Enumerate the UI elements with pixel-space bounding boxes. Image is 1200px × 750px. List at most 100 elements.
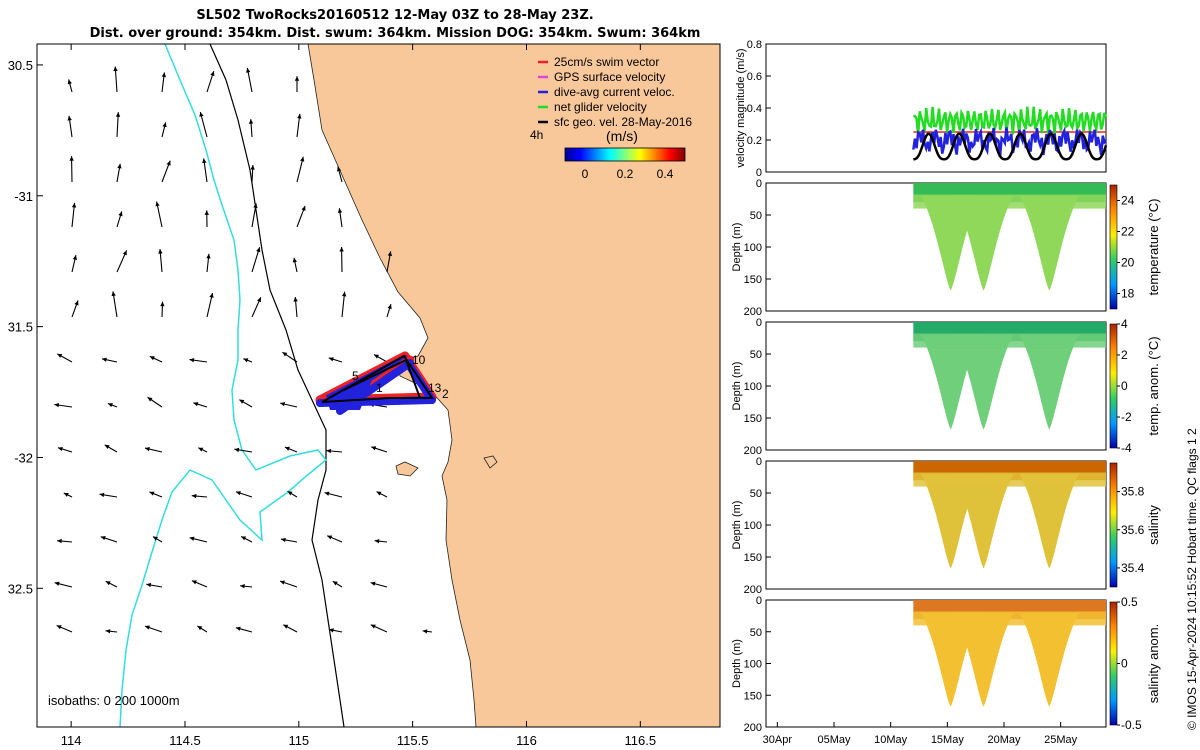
map-x-tick-label: 116 xyxy=(516,733,537,748)
geo-arrow-head xyxy=(376,491,382,496)
colorbar-tick-label: 0 xyxy=(1121,379,1128,393)
legend-entry: 25cm/s swim vector xyxy=(554,55,659,69)
section-ylabel: Depth (m) xyxy=(731,223,743,272)
geo-arrow-head xyxy=(189,358,195,363)
isobath-200m xyxy=(209,43,345,728)
geo-track-line xyxy=(321,354,434,403)
geo-arrow-head xyxy=(104,444,110,450)
section-y-tick-label: 50 xyxy=(750,349,762,361)
geo-arrow-head xyxy=(204,210,209,215)
waypoint-label: 1 xyxy=(376,381,383,395)
map-y-tick-label: 31.5 xyxy=(8,320,33,335)
section-colorbar xyxy=(1109,462,1118,588)
colorbar-title: salinity xyxy=(1146,505,1161,545)
geo-arrow-head xyxy=(71,202,77,208)
geo-arrow-head xyxy=(206,253,211,259)
geo-arrow-head xyxy=(336,166,342,172)
section-y-tick-label: 50 xyxy=(750,210,762,222)
geo-arrow-head xyxy=(374,539,380,544)
geo-arrow-head xyxy=(328,357,334,362)
section-y-tick-label: 150 xyxy=(744,274,762,286)
geo-arrow-head xyxy=(281,537,286,543)
colorbar-tick-label: 35.6 xyxy=(1121,523,1145,537)
geo-arrow-head xyxy=(339,247,344,252)
section-mixed-layer xyxy=(913,333,1106,348)
speed-colorbar xyxy=(564,147,686,162)
legend-entry: net glider velocity xyxy=(554,100,647,114)
geo-arrow-head xyxy=(387,251,393,257)
section-y-tick-label: 200 xyxy=(744,445,762,457)
geo-arrow-head xyxy=(324,491,330,496)
velocity-y-tick-label: 0 xyxy=(756,167,762,179)
island-garden xyxy=(483,455,498,469)
geo-arrow-head xyxy=(162,122,167,128)
section-dive-profile xyxy=(1019,473,1080,569)
geo-arrow-head xyxy=(199,111,204,117)
velocity-y-tick-label: 0.2 xyxy=(747,135,762,147)
colorbar-tick-label: 2 xyxy=(1121,348,1128,362)
geo-arrow-head xyxy=(327,535,333,540)
section-mixed-layer xyxy=(913,472,1106,487)
geo-arrow-head xyxy=(370,581,376,586)
geo-arrow-head xyxy=(294,76,300,81)
geo-arrow-head xyxy=(57,538,62,544)
geo-arrow-head xyxy=(113,66,118,72)
waypoint-label: 5 xyxy=(352,369,359,383)
geo-arrow-head xyxy=(342,291,347,297)
geo-arrow-head xyxy=(210,71,215,77)
section-mixed-layer xyxy=(913,194,1106,209)
map-axes-frame xyxy=(36,43,721,728)
geo-arrow-head xyxy=(256,297,261,303)
geo-arrow-head xyxy=(301,205,306,211)
time-x-tick-label: 05May xyxy=(817,734,851,746)
section-y-tick-label: 100 xyxy=(744,520,762,532)
geo-arrow-head xyxy=(387,304,392,310)
colorbar-tick-label: 35.8 xyxy=(1121,485,1145,499)
geo-arrow-head xyxy=(297,113,302,119)
geo-arrow-head xyxy=(155,201,160,207)
waypoint-label: 2 xyxy=(442,387,449,401)
geo-arrow-head xyxy=(161,72,167,78)
map-y-tick-label: 30.5 xyxy=(8,58,33,73)
section-y-tick-label: 100 xyxy=(744,242,762,254)
colorbar-tick-label: -0.5 xyxy=(1121,718,1142,732)
geo-arrow-head xyxy=(101,357,107,362)
geo-arrow-head xyxy=(193,402,199,407)
geo-arrow-head xyxy=(191,493,197,499)
section-y-tick-label: 0 xyxy=(756,456,762,468)
map-x-tick-label: 114 xyxy=(61,733,82,748)
geo-arrow-head xyxy=(253,203,258,209)
geo-arrow-head xyxy=(279,580,285,585)
geo-arrow-head xyxy=(54,402,60,408)
section-y-tick-label: 150 xyxy=(744,413,762,425)
section-colorbar xyxy=(1109,601,1118,726)
map-x-tick-label: 115.5 xyxy=(397,733,429,748)
geo-track-line-2 xyxy=(343,358,421,399)
geo-arrow-head xyxy=(235,626,241,631)
geo-arrow-head xyxy=(149,356,155,361)
geo-arrow-head xyxy=(209,292,214,298)
colorbar-tick-label: 24 xyxy=(1121,194,1135,208)
section-dive-profile xyxy=(953,195,1014,291)
geo-arrow-head xyxy=(287,491,293,496)
section-colorbar xyxy=(1109,184,1118,310)
legend-note: 4h xyxy=(530,128,543,142)
section-colorbar xyxy=(1109,323,1118,449)
geo-arrow-head xyxy=(158,249,163,254)
geo-arrow-head xyxy=(189,536,195,541)
colorbar-tick-label: 0.5 xyxy=(1121,595,1138,609)
time-x-tick-label: 10May xyxy=(874,734,908,746)
geo-arrow-head xyxy=(122,250,127,256)
section-y-tick-label: 200 xyxy=(744,722,762,734)
section-ylabel: Depth (m) xyxy=(731,639,743,688)
isobaths-label: isobaths: 0 200 1000m xyxy=(48,693,180,708)
glider-track-group xyxy=(315,351,437,415)
velocity-y-tick-label: 0.6 xyxy=(747,71,762,83)
geo-arrow-head xyxy=(117,163,122,169)
geo-arrow-head xyxy=(250,164,255,170)
geo-arrow-head xyxy=(282,352,288,357)
geo-arrow-head xyxy=(328,628,334,633)
geo-arrow-head xyxy=(284,446,290,451)
geo-arrow-head xyxy=(241,536,247,541)
geo-arrow-head xyxy=(67,115,72,121)
